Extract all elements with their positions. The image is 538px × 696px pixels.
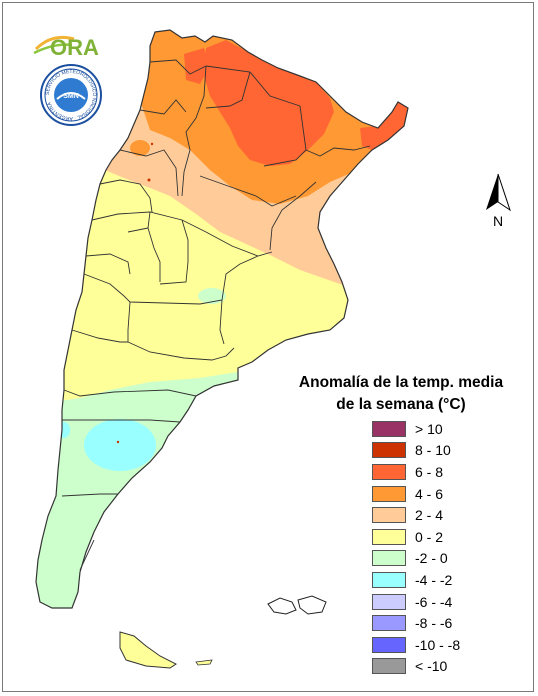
legend-item: 4 - 6 — [372, 483, 460, 505]
legend-swatch — [372, 420, 406, 437]
legend-label: -8 - -6 — [415, 615, 453, 632]
province-boundaries — [61, 59, 371, 571]
legend-item: 0 - 2 — [372, 526, 460, 548]
region-anomaly-m4-m2 — [84, 419, 156, 471]
region-anomaly-6-8-ne — [360, 102, 408, 150]
smn-center-text: SMN — [63, 93, 79, 100]
legend-swatch — [372, 485, 406, 502]
legend-item: -6 - -4 — [372, 591, 460, 613]
legend-title-line1: Anomalía de la temp. media — [298, 374, 504, 391]
region-anomaly-6-8 — [204, 40, 334, 166]
legend-swatch — [372, 571, 406, 588]
legend-label: -6 - -4 — [415, 593, 453, 610]
ora-logo: ORA — [33, 35, 99, 60]
tierra-del-fuego — [119, 631, 177, 669]
legend-item: < -10 — [372, 656, 460, 678]
legend-item: > 10 — [372, 418, 460, 440]
legend-label: -2 - 0 — [415, 550, 448, 567]
legend-swatch — [372, 463, 406, 480]
legend-swatch — [372, 442, 406, 459]
legend-swatch — [372, 593, 406, 610]
legend-title: Anomalía de la temp. media de la semana … — [276, 372, 526, 416]
legend-swatch — [372, 528, 406, 545]
islas-malvinas — [267, 595, 327, 615]
legend-label: 4 - 6 — [415, 485, 444, 502]
region-anomaly-2-4-spot — [130, 140, 150, 156]
legend-item: -2 - 0 — [372, 548, 460, 570]
legend: > 10 8 - 10 6 - 8 4 - 6 2 - 4 0 - 2 -2 - 0 -4 -… — [372, 418, 460, 677]
smn-logo: SERVICIO METEOROLÓGICO NACIONAL · ARGENT… — [40, 64, 102, 126]
legend-item: 6 - 8 — [372, 461, 460, 483]
ora-logo-text: ORA — [50, 35, 99, 60]
legend-item: 2 - 4 — [372, 504, 460, 526]
legend-swatch — [372, 550, 406, 567]
legend-swatch — [372, 507, 406, 524]
region-anomaly-6-8-w — [184, 48, 210, 84]
north-label: N — [493, 213, 503, 229]
legend-swatch — [372, 658, 406, 675]
legend-swatch — [372, 636, 406, 653]
isla-estados — [195, 659, 213, 666]
legend-label: 6 - 8 — [415, 463, 444, 480]
legend-label: < -10 — [415, 658, 448, 675]
legend-title-line2: de la semana (°C) — [336, 396, 466, 413]
legend-label: 0 - 2 — [415, 528, 444, 545]
legend-label: > 10 — [415, 420, 443, 437]
legend-label: -4 - -2 — [415, 571, 453, 588]
legend-item: -10 - -8 — [372, 634, 460, 656]
legend-item: 8 - 10 — [372, 440, 460, 462]
north-arrow: N — [486, 173, 511, 229]
legend-label: 2 - 4 — [415, 507, 444, 524]
region-anomaly-m2-0-spot — [198, 288, 226, 304]
legend-swatch — [372, 615, 406, 632]
region-anomaly-m4-m2-w — [58, 422, 70, 438]
legend-item: -4 - -2 — [372, 569, 460, 591]
legend-label: -10 - -8 — [415, 636, 461, 653]
legend-item: -8 - -6 — [372, 612, 460, 634]
legend-label: 8 - 10 — [415, 442, 451, 459]
location-dots — [116, 142, 154, 444]
